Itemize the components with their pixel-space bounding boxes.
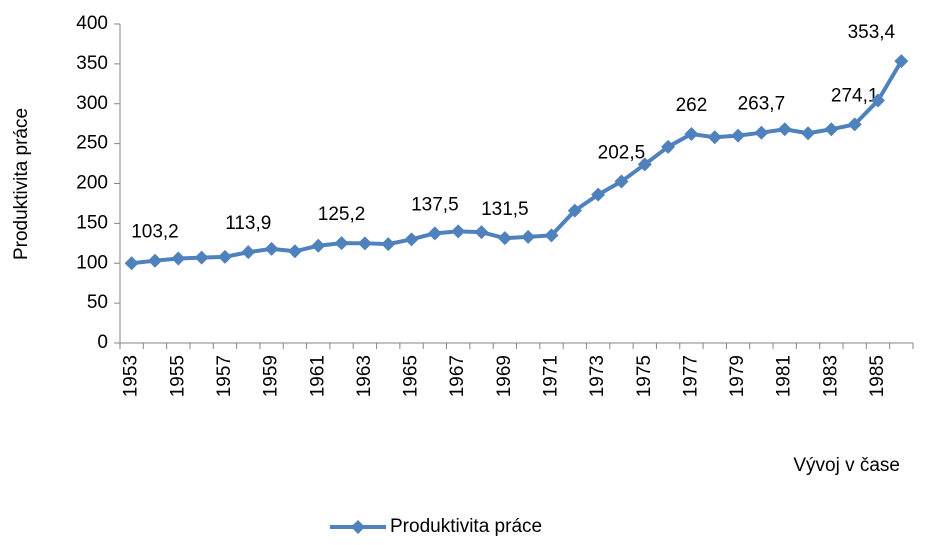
data-label: 131,5 bbox=[481, 199, 529, 220]
marker bbox=[871, 93, 886, 108]
series-line bbox=[131, 60, 904, 266]
x-tick-label: 1981 bbox=[774, 355, 795, 397]
marker bbox=[451, 224, 466, 239]
y-tick-label: 0 bbox=[97, 332, 108, 353]
data-label: 137,5 bbox=[411, 194, 459, 215]
marker bbox=[194, 250, 209, 265]
marker bbox=[731, 128, 746, 143]
marker bbox=[614, 174, 629, 189]
marker bbox=[311, 238, 326, 253]
marker bbox=[264, 241, 279, 256]
x-tick-label: 1969 bbox=[494, 355, 515, 397]
x-tick-label: 1955 bbox=[167, 355, 188, 397]
marker bbox=[171, 251, 186, 266]
data-label: 125,2 bbox=[318, 204, 366, 225]
legend-label: Produktivita práce bbox=[390, 516, 542, 537]
x-tick-label: 1983 bbox=[820, 355, 841, 397]
data-label: 353,4 bbox=[848, 22, 896, 43]
data-label: 202,5 bbox=[598, 143, 646, 164]
data-label: 263,7 bbox=[738, 94, 786, 115]
y-tick-label: 300 bbox=[76, 93, 108, 114]
x-tick-label: 1957 bbox=[214, 355, 235, 397]
y-axis-label: Produktivita práce bbox=[11, 108, 32, 260]
x-tick-label: 1985 bbox=[867, 355, 888, 397]
y-tick-label: 350 bbox=[76, 53, 108, 74]
marker bbox=[847, 117, 862, 132]
marker bbox=[894, 54, 909, 69]
y-tick-label: 100 bbox=[76, 252, 108, 273]
x-tick-label: 1977 bbox=[680, 355, 701, 397]
x-tick-label: 1967 bbox=[447, 355, 468, 397]
y-tick-label: 150 bbox=[76, 212, 108, 233]
x-tick-label: 1965 bbox=[401, 355, 422, 397]
x-tick-label: 1961 bbox=[307, 355, 328, 397]
marker bbox=[334, 236, 349, 251]
marker bbox=[801, 126, 816, 141]
x-tick-label: 1975 bbox=[634, 355, 655, 397]
marker bbox=[591, 187, 606, 202]
marker bbox=[404, 232, 419, 247]
marker bbox=[824, 122, 839, 137]
data-label: 274,1 bbox=[831, 85, 879, 106]
marker bbox=[707, 130, 722, 145]
marker bbox=[427, 226, 442, 241]
marker bbox=[497, 231, 512, 246]
marker bbox=[754, 125, 769, 140]
y-tick-label: 400 bbox=[76, 13, 108, 34]
x-tick-label: 1953 bbox=[121, 355, 142, 397]
marker bbox=[777, 122, 792, 137]
marker bbox=[567, 203, 582, 218]
x-tick-label: 1979 bbox=[727, 355, 748, 397]
x-axis-label: Vývoj v čase bbox=[793, 455, 900, 476]
x-tick-label: 1971 bbox=[541, 355, 562, 397]
y-tick-label: 200 bbox=[76, 173, 108, 194]
marker bbox=[147, 253, 162, 268]
marker bbox=[241, 245, 256, 260]
marker bbox=[544, 228, 559, 243]
marker bbox=[287, 244, 302, 259]
x-tick-label: 1963 bbox=[354, 355, 375, 397]
y-tick-label: 50 bbox=[87, 292, 108, 313]
y-tick-label: 250 bbox=[76, 133, 108, 154]
marker bbox=[521, 229, 536, 244]
x-tick-label: 1973 bbox=[587, 355, 608, 397]
marker bbox=[661, 139, 676, 154]
marker bbox=[637, 157, 652, 172]
marker bbox=[381, 237, 396, 252]
data-label: 103,2 bbox=[131, 222, 179, 243]
marker bbox=[124, 256, 139, 271]
marker bbox=[217, 249, 232, 264]
legend-marker bbox=[351, 520, 365, 534]
data-label: 262 bbox=[676, 95, 708, 116]
data-label: 113,9 bbox=[225, 213, 271, 234]
marker bbox=[474, 225, 489, 240]
marker bbox=[684, 127, 699, 142]
marker bbox=[357, 236, 372, 251]
x-tick-label: 1959 bbox=[261, 355, 282, 397]
